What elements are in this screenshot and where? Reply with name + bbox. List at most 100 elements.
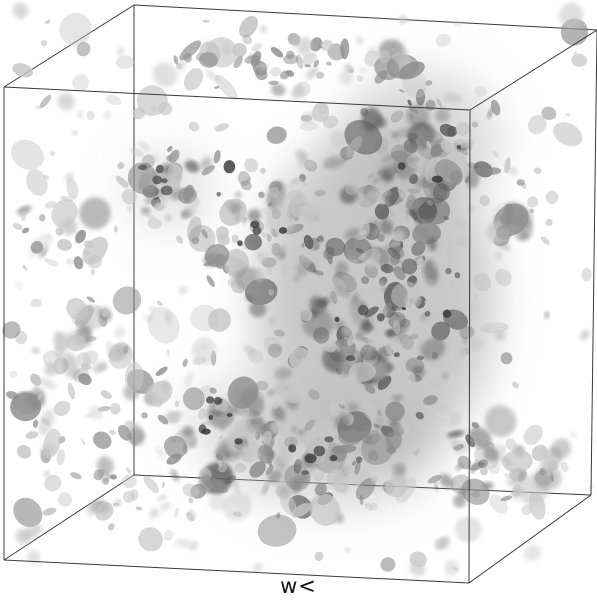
density-blob [304,64,312,68]
density-blob [249,301,267,318]
density-blob [296,339,304,344]
density-blob [161,194,164,200]
density-blob [167,164,183,179]
density-blob [278,445,286,454]
density-blob [188,224,216,253]
density-blob [86,110,95,121]
density-blob [372,177,379,184]
density-blob [473,272,491,291]
density-blob [15,282,23,289]
density-blob [240,180,252,191]
density-blob [406,154,423,169]
density-blob [149,306,156,312]
density-blob [30,373,42,387]
density-blob [145,380,173,407]
density-blob [390,230,406,243]
density-blob [166,155,172,162]
density-blob [90,405,103,420]
density-blob [325,277,347,303]
cube-edge [468,494,592,584]
density-blob [206,275,215,288]
density-blob [293,275,300,283]
density-blob [244,233,262,251]
density-blob [42,350,60,368]
density-blob [385,190,391,196]
density-blob [201,344,207,350]
density-blob [494,251,503,260]
density-blob [352,460,356,466]
density-blob [70,472,82,480]
density-blob [468,427,492,449]
density-blob [124,361,144,393]
density-blob [25,431,39,440]
dense-knot [250,220,260,229]
density-blob [433,183,450,201]
density-blob [487,108,493,119]
density-blob [373,423,380,428]
density-blob [79,197,111,230]
density-blob [44,258,59,267]
density-blob [12,63,33,78]
density-blob [229,202,242,215]
density-blob [545,190,559,205]
density-blob [260,231,267,238]
density-blob [244,158,259,173]
density-blob [258,191,265,199]
density-blob [234,215,240,221]
density-blob [482,481,494,490]
density-blob [443,559,459,576]
density-blob [415,176,428,189]
density-blob [343,467,352,474]
density-blob [265,205,296,236]
density-blob [435,417,448,424]
density-blob [553,122,583,147]
density-blob [72,74,89,92]
density-blob [367,331,382,348]
density-blob [571,53,588,67]
density-blob [399,334,414,350]
density-blob [59,12,92,46]
density-blob [399,421,411,432]
density-blob [155,366,168,377]
density-blob [310,37,323,52]
density-blob [218,434,223,440]
density-blob [200,156,212,171]
density-blob [425,143,432,150]
dense-knot [278,227,288,234]
density-blob [379,50,391,64]
density-blob [267,389,276,396]
isosurface-blobs [2,2,594,577]
density-blob [44,201,57,209]
density-blob [293,42,299,48]
density-blob [398,89,405,93]
density-blob [78,373,92,386]
density-blob [168,417,180,424]
density-blob [415,193,421,197]
density-blob [238,244,245,248]
density-blob [351,350,363,364]
density-blob [367,173,375,179]
density-blob [316,345,322,350]
density-blob [442,372,449,380]
dense-knot [198,424,207,434]
density-blob [132,107,146,120]
density-blob [355,262,360,268]
density-blob [496,224,513,240]
density-blob [112,286,142,315]
density-blob [91,360,106,373]
density-blob [359,494,364,505]
density-blob [402,49,409,56]
density-blob [82,236,108,265]
density-blob [325,237,346,256]
density-blob [295,150,308,162]
density-blob [368,186,383,201]
density-blob [344,227,361,240]
density-blob [436,98,443,108]
density-blob [419,187,431,198]
dense-knot [223,160,236,174]
density-blob [271,242,281,256]
density-blob [109,474,117,480]
density-blob [469,461,485,471]
density-blob [297,455,303,463]
density-blob [453,345,467,361]
